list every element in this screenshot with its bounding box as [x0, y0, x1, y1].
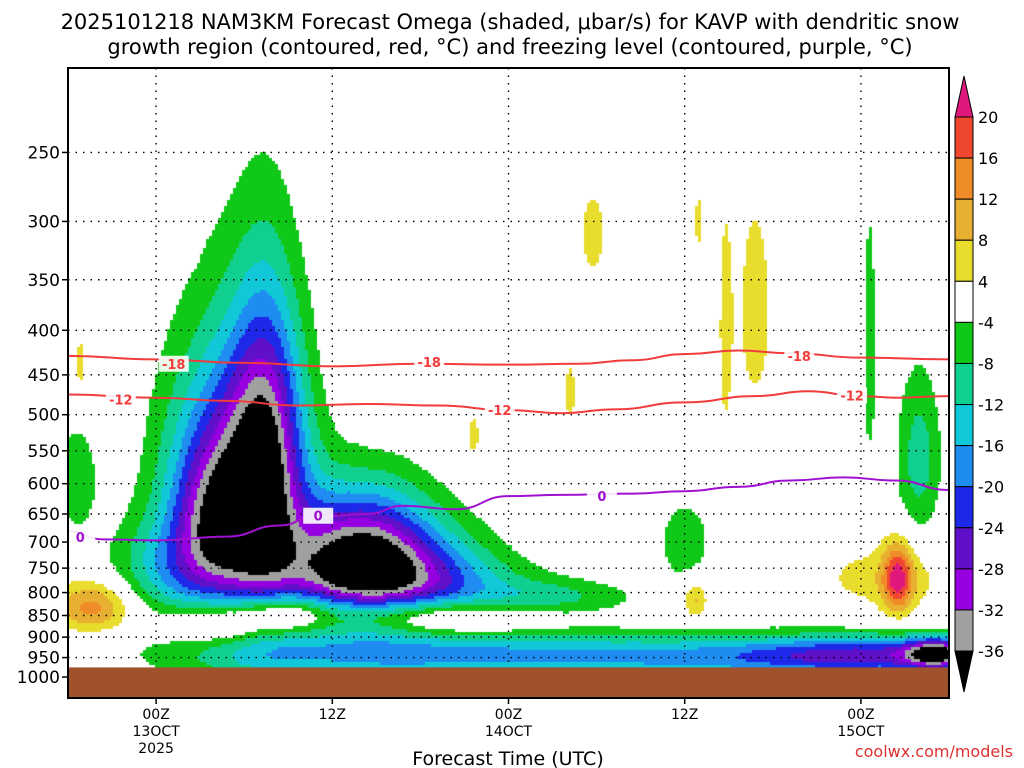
- colorbar-bin--28: [954, 527, 974, 570]
- y-tick-label-750: 750: [28, 559, 60, 579]
- contour-label-bg: [784, 347, 815, 364]
- colorbar-bin--20: [954, 445, 974, 488]
- colorbar-bin-8: [954, 198, 974, 241]
- colorbar-bin-16: [954, 116, 974, 159]
- y-tick-label-350: 350: [28, 271, 60, 291]
- x-tick-label-15OCT: 15OCT: [837, 724, 885, 740]
- y-tick-label-250: 250: [28, 143, 60, 163]
- y-tick-label-850: 850: [28, 607, 60, 627]
- contour-label-bg: [586, 488, 617, 505]
- contour-label--18-1: -18: [417, 356, 441, 371]
- contour-label-bg: [158, 355, 189, 372]
- contour-label-0-2: 0: [597, 490, 606, 505]
- colorbar-label--12: -12: [978, 396, 1004, 415]
- chart-title-line-2: growth region (contoured, red, °C) and f…: [107, 35, 912, 59]
- colorbar-label--28: -28: [978, 560, 1004, 579]
- contour-label-bg: [105, 391, 136, 408]
- x-tick-label-00Z: 00Z: [847, 707, 874, 723]
- colorbar-label--8: -8: [978, 354, 994, 373]
- contour-label-bg: [484, 402, 515, 419]
- colorbar-label--20: -20: [978, 478, 1004, 497]
- x-tick-label-12Z: 12Z: [671, 707, 698, 723]
- colorbar-bin-4: [954, 239, 974, 282]
- x-tick-label-00Z: 00Z: [142, 707, 169, 723]
- colorbar-bin--24: [954, 486, 974, 529]
- contour-label-bg: [414, 354, 445, 371]
- y-tick-label-600: 600: [28, 475, 60, 495]
- credit-link[interactable]: coolwx.com/models: [855, 742, 1013, 761]
- colorbar-label-12: 12: [978, 190, 998, 209]
- plot-area: -18 -18 -18 -12 -12 -12 0 0 0: [67, 67, 950, 699]
- x-tick-label-2025: 2025: [138, 741, 174, 757]
- contour-label-bg: [303, 507, 334, 524]
- colorbar-bin--12: [954, 362, 974, 406]
- colorbar-label-16: 16: [978, 149, 998, 168]
- temperature-contours: -18 -18 -18 -12 -12 -12 0 0 0: [68, 347, 949, 546]
- y-tick-label-300: 300: [28, 212, 60, 232]
- y-tick-label-400: 400: [28, 321, 60, 341]
- colorbar-overflow-high: [954, 75, 974, 118]
- contour-label--18-0: -18: [162, 358, 186, 373]
- y-tick-label-450: 450: [28, 366, 60, 386]
- colorbar-label--36: -36: [978, 642, 1004, 661]
- colorbar-label--16: -16: [978, 437, 1004, 456]
- x-tick-label-00Z: 00Z: [495, 707, 522, 723]
- ground-below-surface: [68, 667, 949, 698]
- colorbar-bin--16: [954, 404, 974, 447]
- colorbar-label--32: -32: [978, 601, 1004, 620]
- y-tick-label-950: 950: [28, 649, 60, 669]
- contour-label--12-1: -12: [488, 404, 512, 419]
- contour-label-bg: [837, 387, 868, 404]
- x-tick-label-12Z: 12Z: [319, 707, 346, 723]
- colorbar-label--4: -4: [978, 313, 994, 332]
- contour-label-bg: [68, 529, 96, 546]
- colorbar-label--24: -24: [978, 519, 1004, 538]
- y-axis-ticks: 2503003504004505005506006507007508008509…: [17, 143, 68, 688]
- y-tick-label-650: 650: [28, 505, 60, 525]
- grid-lines: [68, 68, 949, 698]
- colorbar-label-4: 4: [978, 272, 988, 291]
- contour-line-0: [68, 476, 949, 542]
- y-tick-label-800: 800: [28, 584, 60, 604]
- contour-label--12-2: -12: [840, 389, 864, 404]
- contour-line--12: [68, 390, 949, 415]
- contour-label--12-0: -12: [109, 393, 133, 408]
- colorbar-bin--4: [954, 280, 974, 323]
- contour-label--18-2: -18: [787, 350, 811, 365]
- x-tick-label-13OCT: 13OCT: [133, 724, 181, 740]
- y-tick-label-700: 700: [28, 533, 60, 553]
- colorbar-label-20: 20: [978, 108, 998, 127]
- colorbar-overflow-low: [954, 650, 974, 693]
- y-tick-label-550: 550: [28, 442, 60, 462]
- contour-label-0-0: 0: [76, 531, 85, 546]
- x-tick-label-14OCT: 14OCT: [485, 724, 533, 740]
- colorbar-bin--36: [954, 609, 974, 652]
- y-tick-label-500: 500: [28, 406, 60, 426]
- chart-title-line-1: 2025101218 NAM3KM Forecast Omega (shaded…: [61, 10, 960, 34]
- colorbar-bin--8: [954, 321, 974, 364]
- colorbar: 20 16 12 8 4 -4 -8 -12 -16 -20 -24 -28 -32 -36: [954, 75, 1004, 693]
- colorbar-bin--32: [954, 568, 974, 611]
- y-tick-label-1000: 1000: [17, 668, 60, 688]
- x-axis-label: Forecast Time (UTC): [412, 748, 603, 768]
- colorbar-label-8: 8: [978, 231, 988, 250]
- y-tick-label-900: 900: [28, 628, 60, 648]
- contour-label-0-1: 0: [314, 510, 323, 525]
- colorbar-bin-12: [954, 157, 974, 200]
